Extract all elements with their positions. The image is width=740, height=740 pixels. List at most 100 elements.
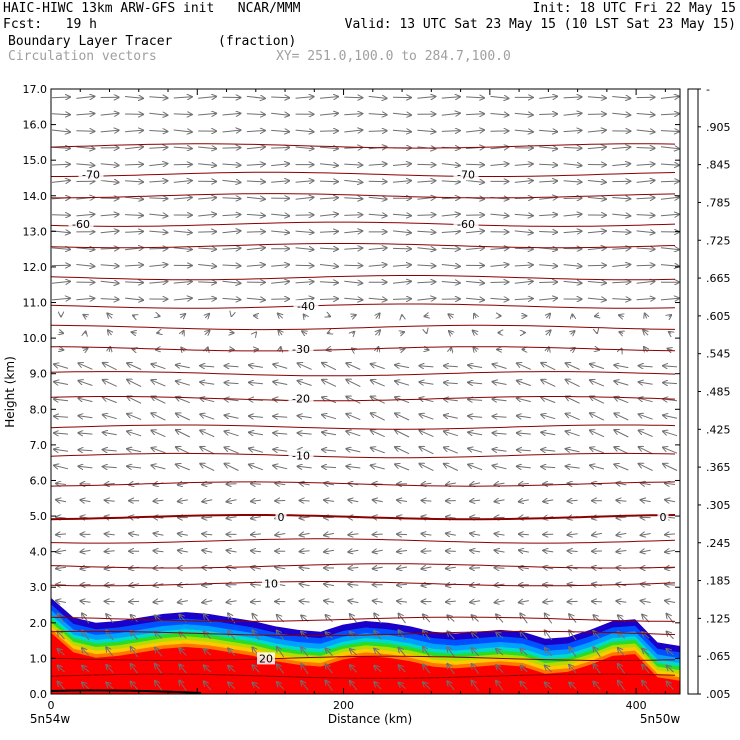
wind-vector bbox=[56, 550, 67, 552]
wind-vector bbox=[642, 665, 650, 674]
wind-vector bbox=[151, 430, 166, 438]
wind-vector bbox=[371, 448, 385, 454]
wind-vector bbox=[392, 113, 411, 115]
wind-vector bbox=[300, 601, 310, 602]
wind-vector bbox=[176, 365, 190, 368]
wind-vector bbox=[642, 649, 650, 656]
wind-vector bbox=[149, 231, 167, 233]
wind-vector bbox=[100, 214, 119, 216]
wind-vector bbox=[612, 214, 630, 216]
wind-vector bbox=[423, 615, 431, 623]
wind-vector bbox=[663, 399, 678, 401]
wind-vector bbox=[151, 380, 166, 387]
wind-vector bbox=[205, 331, 210, 335]
wind-vector bbox=[663, 383, 678, 384]
wind-vector bbox=[202, 500, 213, 502]
wind-vector bbox=[204, 665, 212, 673]
wind-vector bbox=[667, 649, 674, 656]
wind-vector bbox=[277, 647, 285, 658]
wind-vector bbox=[198, 299, 216, 300]
wind-vector bbox=[568, 500, 578, 501]
wind-vector bbox=[222, 113, 241, 115]
right-endpoint-label: 5n50w bbox=[640, 712, 681, 726]
wind-vector bbox=[545, 683, 553, 690]
wind-vector bbox=[319, 97, 338, 99]
wind-vector bbox=[392, 164, 411, 166]
wind-vector bbox=[614, 365, 629, 368]
wind-vector bbox=[663, 415, 678, 418]
wind-vector bbox=[397, 500, 408, 502]
wind-vector bbox=[76, 114, 94, 115]
wind-vector bbox=[251, 551, 261, 552]
wind-vector bbox=[251, 517, 261, 519]
wind-vector bbox=[539, 164, 557, 165]
wind-vector bbox=[271, 148, 289, 149]
wind-vector bbox=[273, 449, 288, 451]
wind-vector bbox=[322, 450, 337, 452]
wind-vector bbox=[563, 130, 582, 131]
wind-vector bbox=[400, 349, 405, 350]
y-tick-label: 2.0 bbox=[30, 617, 48, 630]
wind-vector bbox=[541, 467, 556, 468]
wind-vector bbox=[419, 382, 434, 384]
wind-vector bbox=[616, 517, 627, 518]
wind-vector bbox=[200, 366, 215, 367]
wind-vector bbox=[373, 601, 383, 603]
wind-vector bbox=[373, 567, 383, 569]
wind-vector bbox=[200, 414, 215, 420]
wind-vector bbox=[466, 130, 484, 132]
wind-vector bbox=[441, 164, 460, 166]
wind-vector bbox=[539, 114, 557, 115]
wind-vector bbox=[222, 298, 241, 299]
tracer-field bbox=[51, 597, 680, 694]
colorbar: .005 .065 .125 .185 .245 .305 .365 .425 .485 .545… bbox=[687, 83, 731, 701]
wind-vector bbox=[514, 113, 533, 115]
wind-vector bbox=[295, 147, 314, 149]
wind-vector bbox=[80, 567, 91, 569]
wind-vector bbox=[131, 615, 138, 623]
colorbar-label: .365 bbox=[706, 461, 731, 474]
wind-vector bbox=[131, 631, 138, 640]
wind-vector bbox=[151, 397, 166, 404]
wind-vector bbox=[571, 331, 575, 334]
wind-vector bbox=[346, 363, 361, 370]
wind-vector bbox=[546, 330, 551, 335]
wind-vector bbox=[373, 550, 383, 552]
wind-vector bbox=[541, 380, 556, 387]
wind-vector bbox=[105, 551, 115, 552]
wind-vector bbox=[149, 214, 167, 216]
colorbar-label: .185 bbox=[706, 575, 731, 588]
wind-vector bbox=[178, 534, 188, 536]
wind-vector bbox=[660, 214, 679, 216]
wind-vector bbox=[278, 330, 282, 335]
wind-vector bbox=[246, 181, 265, 182]
wind-vector bbox=[541, 363, 556, 371]
wind-vector bbox=[125, 298, 143, 300]
wind-vector bbox=[441, 214, 460, 216]
wind-vector bbox=[324, 601, 335, 603]
wind-vector bbox=[539, 215, 557, 216]
wind-vector bbox=[76, 214, 94, 216]
wind-vector bbox=[368, 197, 387, 199]
isotherm-line bbox=[51, 243, 676, 249]
wind-vector bbox=[539, 282, 557, 283]
wind-vector bbox=[100, 113, 119, 115]
wind-vector bbox=[668, 349, 673, 351]
wind-vector bbox=[350, 649, 358, 656]
wind-vector bbox=[149, 181, 167, 182]
wind-vector bbox=[149, 282, 167, 284]
wind-vector bbox=[300, 517, 310, 518]
wind-vector bbox=[249, 465, 264, 471]
wind-vector bbox=[246, 114, 265, 115]
wind-vector bbox=[541, 415, 556, 420]
wind-vector bbox=[125, 197, 143, 199]
wind-vector bbox=[421, 500, 432, 501]
wind-vector bbox=[132, 332, 137, 333]
wind-vector bbox=[587, 130, 606, 132]
wind-vector bbox=[176, 464, 190, 471]
wind-vector bbox=[444, 431, 458, 437]
isotherm-label: -70 bbox=[82, 168, 100, 181]
wind-vector bbox=[198, 232, 216, 233]
wind-vector bbox=[545, 666, 553, 673]
wind-vector bbox=[371, 413, 385, 421]
